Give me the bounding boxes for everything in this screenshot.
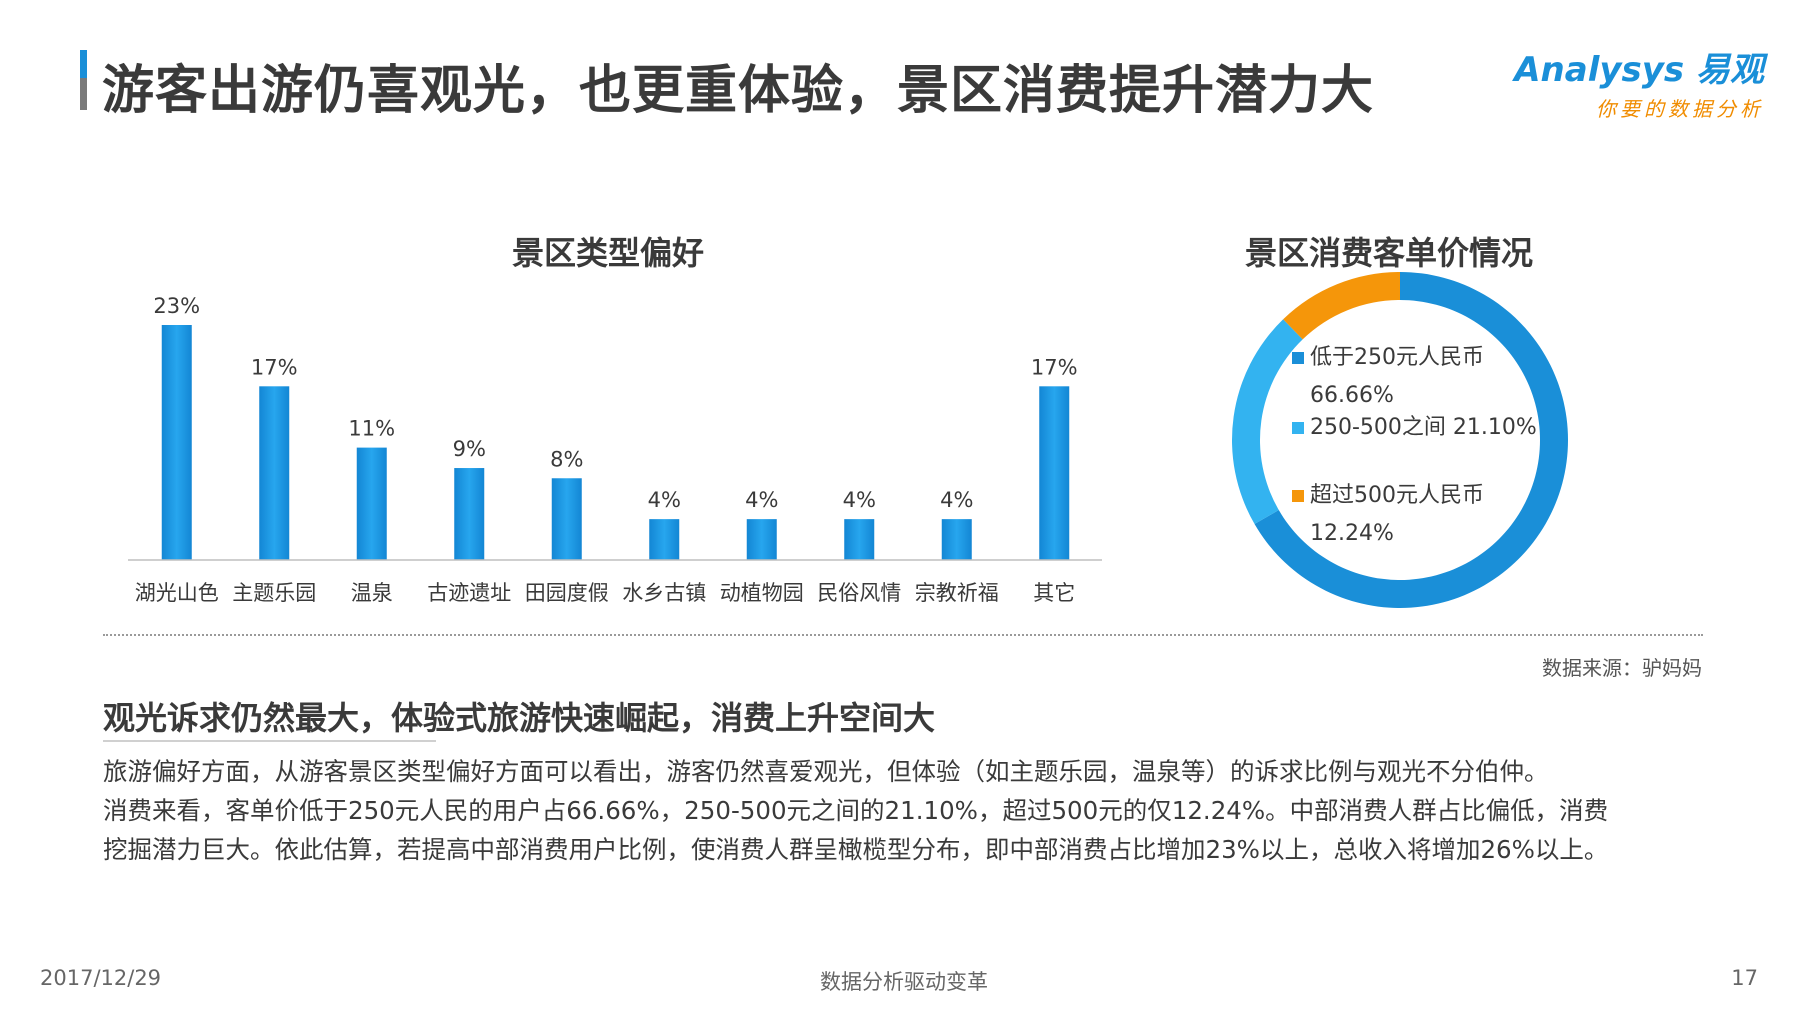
logo-main-text: Analysys 易观 <box>1514 50 1764 90</box>
bar-data-label: 4% <box>648 488 681 512</box>
x-tick-label: 水乡古镇 <box>622 581 706 605</box>
bar-data-label: 4% <box>843 488 876 512</box>
analysis-heading-underline <box>103 740 436 742</box>
legend-item-high: 超过500元人民币 <box>1292 478 1484 514</box>
bar <box>844 519 875 560</box>
bar-data-label: 23% <box>153 294 200 318</box>
brand-logo: Analysys 易观 你要的数据分析 <box>1514 42 1764 122</box>
bar-data-label: 8% <box>550 447 583 471</box>
x-tick-label: 民俗风情 <box>817 581 901 605</box>
analysis-line: 消费来看，客单价低于250元人民的用户占66.66%，250-500元之间的21… <box>103 796 1609 825</box>
analysis-text: 旅游偏好方面，从游客景区类型偏好方面可以看出，游客仍然喜爱观光，但体验（如主题乐… <box>103 752 1743 869</box>
bar <box>649 519 680 560</box>
analysis-line: 旅游偏好方面，从游客景区类型偏好方面可以看出，游客仍然喜爱观光，但体验（如主题乐… <box>103 757 1549 786</box>
bar <box>746 519 777 560</box>
analysis-line: 挖掘潜力巨大。依此估算，若提高中部消费用户比例，使消费人群呈橄榄型分布，即中部消… <box>103 835 1609 864</box>
title-accent-bar-lower <box>80 78 87 110</box>
legend-value-low: 66.66% <box>1310 383 1394 408</box>
legend-swatch-low <box>1292 352 1304 364</box>
page-title: 游客出游仍喜观光，也更重体验，景区消费提升潜力大 <box>102 61 1375 121</box>
section-divider <box>103 634 1703 636</box>
footer-slogan: 数据分析驱动变革 <box>820 970 988 994</box>
legend-value-mid: 21.10% <box>1452 415 1537 440</box>
bar-chart: 23% 湖光山色 17% 主题乐园 11% 温泉 9% 古迹遗址 8% 田园度假 4% 水乡古镇 4% 动… <box>128 294 1102 605</box>
footer-date: 2017/12/29 <box>40 966 162 990</box>
legend-value-high: 12.24% <box>1310 521 1394 546</box>
x-tick-label: 温泉 <box>351 581 393 605</box>
analysis-heading: 观光诉求仍然最大，体验式旅游快速崛起，消费上升空间大 <box>103 699 936 737</box>
x-tick-label: 宗教祈福 <box>915 581 999 605</box>
bar-data-label: 4% <box>745 488 778 512</box>
data-source: 数据来源：驴妈妈 <box>1542 656 1702 680</box>
bar-data-label: 4% <box>940 488 973 512</box>
donut-slice <box>1283 272 1400 340</box>
bar-data-label: 11% <box>348 417 395 441</box>
bar <box>356 447 387 560</box>
x-tick-label: 古迹遗址 <box>427 581 511 605</box>
legend-swatch-mid <box>1292 422 1304 434</box>
legend-swatch-high <box>1292 490 1304 502</box>
legend-label-high: 超过500元人民币 <box>1310 483 1484 508</box>
x-tick-label: 田园度假 <box>525 581 609 605</box>
legend-label-mid: 250-500之间 <box>1310 415 1446 440</box>
x-tick-label: 湖光山色 <box>135 581 219 605</box>
bar <box>551 478 582 560</box>
bar-data-label: 17% <box>1031 355 1078 379</box>
x-tick-label: 动植物园 <box>720 581 804 605</box>
x-tick-label: 其它 <box>1033 581 1075 605</box>
legend-item-low: 低于250元人民币 <box>1292 340 1484 376</box>
donut-chart-title: 景区消费客单价情况 <box>1245 234 1534 272</box>
bar <box>1039 386 1070 560</box>
donut-chart <box>1232 272 1568 608</box>
bar <box>259 386 290 560</box>
logo-tagline: 你要的数据分析 <box>1596 97 1764 121</box>
bar-chart-title: 景区类型偏好 <box>512 234 705 272</box>
legend-label-low: 低于250元人民币 <box>1310 345 1484 370</box>
bar-data-label: 9% <box>453 437 486 461</box>
bar-data-label: 17% <box>251 355 298 379</box>
bar <box>161 325 192 560</box>
bar <box>941 519 972 560</box>
x-tick-label: 主题乐园 <box>232 581 316 605</box>
legend-item-mid: 250-500之间 21.10% <box>1292 410 1537 446</box>
page-number: 17 <box>1731 966 1758 990</box>
donut-slice <box>1232 319 1303 525</box>
bar <box>454 468 485 560</box>
